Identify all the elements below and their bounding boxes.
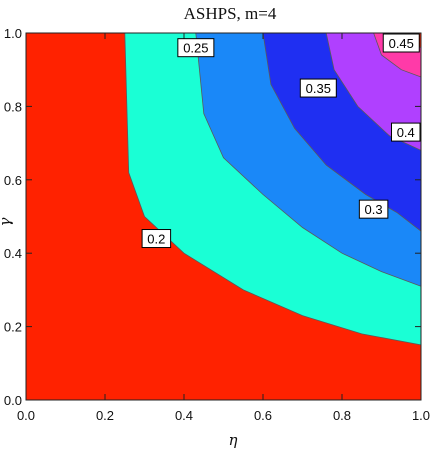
x-tick-label: 0.6 xyxy=(254,408,272,423)
plot-frame xyxy=(25,32,422,401)
contour-line-0.25 xyxy=(195,32,422,287)
contour-label-0.3: 0.3 xyxy=(365,202,383,217)
x-tick-label: 0.4 xyxy=(175,408,193,423)
y-axis-label: γ xyxy=(0,217,14,226)
contour-label-0.4: 0.4 xyxy=(397,125,415,140)
contour-lines xyxy=(124,32,422,346)
y-tick-label: 0.8 xyxy=(4,99,22,114)
y-tick-label: 1.0 xyxy=(4,26,22,41)
x-tick-label: 0.8 xyxy=(333,408,351,423)
contour-line-0.2 xyxy=(124,32,422,346)
contour-label-0.2: 0.2 xyxy=(147,232,165,247)
contour-label-0.25: 0.25 xyxy=(183,41,208,56)
contour-label-box xyxy=(177,38,215,58)
y-tick-label: 0.4 xyxy=(4,246,22,261)
contour-line-0.3 xyxy=(262,32,422,232)
contour-label-box xyxy=(382,33,420,53)
contour-label-box xyxy=(391,122,421,142)
contour-label-0.35: 0.35 xyxy=(306,81,331,96)
x-axis-label: η xyxy=(229,431,238,449)
x-tick-label: 1.0 xyxy=(412,408,430,423)
contour-label-0.45: 0.45 xyxy=(389,36,414,51)
contour-label-box xyxy=(299,78,337,98)
axis-ticks: 0.0 0.2 0.4 0.6 0.8 1.0 0.0 0.2 0.4 0.6 0.8 1.0 xyxy=(4,26,430,423)
contour-line-0.4 xyxy=(373,32,422,78)
y-tick-label: 0.2 xyxy=(4,320,22,335)
x-tick-label: 0.0 xyxy=(17,408,35,423)
contour-label-box xyxy=(358,199,389,219)
contour-labels: 0.2 0.25 0.3 0.35 0.4 0.45 xyxy=(141,33,421,249)
y-tick-label: 0.6 xyxy=(4,173,22,188)
contour-label-box xyxy=(141,229,172,249)
contour-fills xyxy=(26,33,422,400)
x-tick-label: 0.2 xyxy=(96,408,114,423)
y-tick-label: 0.0 xyxy=(4,393,22,408)
chart-title: ASHPS, m=4 xyxy=(184,4,277,23)
